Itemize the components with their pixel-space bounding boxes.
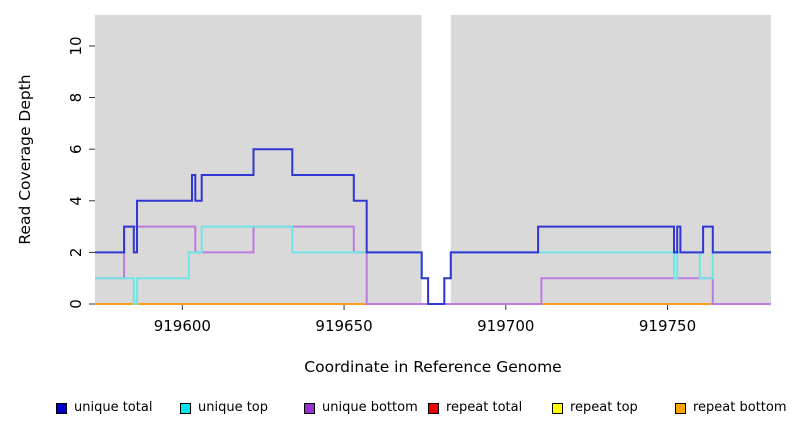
coverage-gap-band	[421, 15, 451, 304]
legend-item-repeat-bottom: repeat bottom	[675, 401, 787, 415]
legend-swatch-unique-total	[56, 402, 67, 414]
legend-label: unique total	[74, 400, 153, 415]
legend-label: unique top	[198, 400, 269, 415]
x-axis-tick-label: 919600	[154, 317, 211, 335]
y-axis-title: Read Coverage Depth	[16, 74, 34, 244]
y-axis-tick-label: 6	[67, 144, 85, 154]
y-axis-tick-label: 0	[67, 299, 85, 309]
legend-item-repeat-total: repeat total	[428, 401, 522, 415]
legend-label: repeat top	[570, 400, 638, 415]
legend-swatch-unique-bottom	[304, 402, 315, 414]
legend-swatch-unique-top	[180, 402, 191, 414]
x-axis-tick-label: 919650	[315, 317, 372, 335]
legend-swatch-repeat-bottom	[675, 402, 686, 414]
coverage-plot: 919600 919650 919700 919750 0 2 4 6 8 10 Coordinat…	[16, 15, 771, 376]
legend-swatch-repeat-top	[552, 402, 563, 414]
y-axis-tick-label: 2	[67, 248, 85, 258]
y-axis-tick-label: 10	[67, 36, 85, 55]
x-axis-tick-label: 919750	[639, 317, 696, 335]
x-axis-tick-label: 919700	[477, 317, 534, 335]
legend-label: repeat total	[446, 400, 523, 415]
y-axis-tick-label: 8	[67, 93, 85, 103]
series-line-unique-total	[95, 148, 771, 305]
legend-swatch-repeat-total	[428, 402, 439, 414]
y-axis-tick-label: 4	[67, 196, 85, 206]
legend-item-unique-bottom: unique bottom	[304, 401, 418, 415]
legend-label: repeat bottom	[693, 400, 787, 415]
legend-item-repeat-top: repeat top	[552, 401, 638, 415]
series-line-unique-bottom	[95, 225, 771, 305]
legend-item-unique-total: unique total	[56, 401, 152, 415]
legend-label: unique bottom	[322, 400, 418, 415]
legend-item-unique-top: unique top	[180, 401, 268, 415]
x-axis-title: Coordinate in Reference Genome	[304, 358, 561, 376]
